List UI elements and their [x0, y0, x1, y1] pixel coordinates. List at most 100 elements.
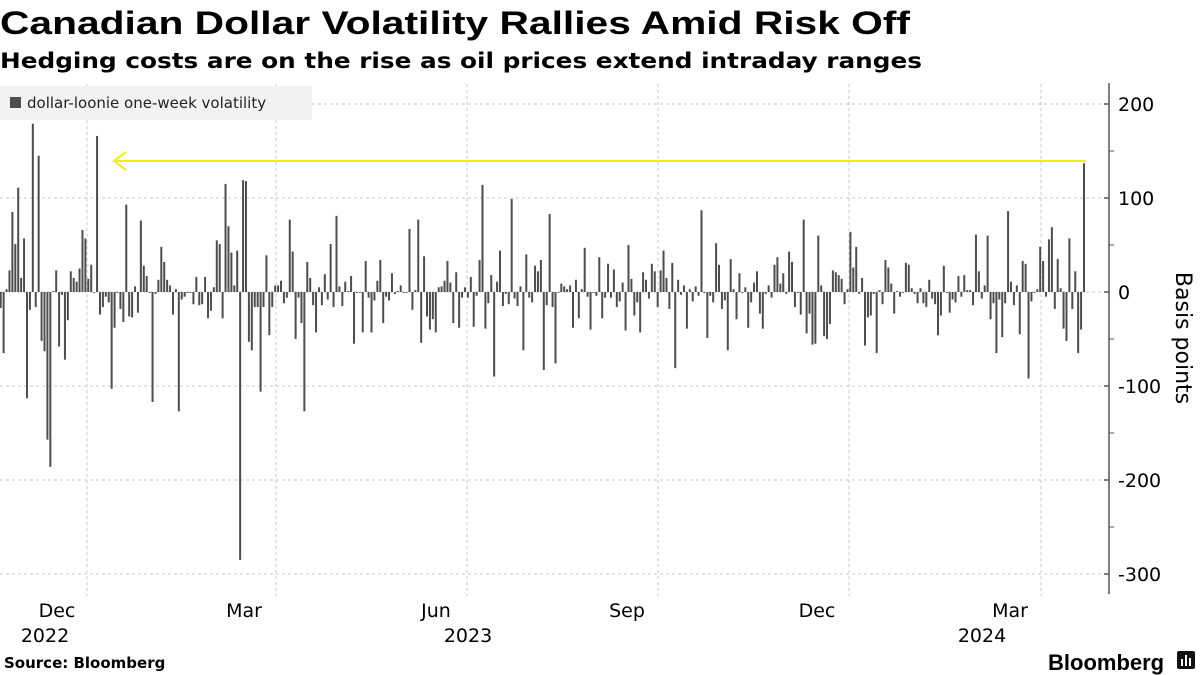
bar [355, 292, 358, 293]
bar [834, 272, 837, 292]
bar [399, 285, 402, 292]
y-tick-label: 0 [1118, 282, 1130, 304]
bar [113, 292, 116, 328]
bar [101, 292, 104, 308]
x-tick-month: Dec [39, 600, 76, 622]
bar [574, 279, 577, 292]
bar [52, 291, 55, 292]
bar [218, 244, 221, 292]
bar [186, 292, 189, 293]
bar [782, 273, 785, 292]
bar [20, 277, 23, 292]
bar [496, 281, 499, 292]
bar [557, 292, 560, 293]
bar [14, 244, 17, 292]
bar [440, 286, 443, 292]
bar [592, 292, 595, 293]
bar [458, 292, 461, 328]
bar [452, 292, 455, 324]
bar [928, 279, 931, 292]
bar [960, 292, 963, 297]
bar [361, 292, 364, 333]
bar [148, 292, 151, 293]
bar [128, 292, 131, 317]
bar [939, 292, 942, 316]
arrow-head-icon [112, 151, 127, 171]
bar [58, 292, 61, 347]
bar [1077, 292, 1080, 354]
bar [831, 270, 834, 292]
bar [732, 289, 735, 292]
bar [642, 272, 645, 292]
bar [17, 187, 20, 292]
bar [163, 261, 166, 292]
bar [385, 292, 388, 297]
bar [2, 292, 5, 354]
bar [207, 292, 210, 319]
bar [720, 292, 723, 309]
bar [1080, 292, 1083, 330]
bar [645, 279, 648, 292]
bar [93, 292, 96, 293]
bar [227, 226, 230, 292]
bar [890, 283, 893, 292]
bar [828, 292, 831, 324]
bar [528, 292, 531, 298]
bar [501, 292, 504, 307]
bar [548, 213, 551, 292]
bar [980, 292, 983, 299]
bar [755, 271, 758, 292]
bar [11, 212, 14, 292]
bar [379, 260, 382, 292]
bar [951, 292, 954, 300]
bar [826, 292, 829, 339]
bar [40, 292, 43, 341]
logo-text: Bloomberg [1048, 650, 1164, 675]
bar [306, 261, 309, 292]
bar [353, 292, 356, 344]
bar [487, 292, 490, 304]
x-tick-month: Mar [226, 600, 262, 622]
bar [665, 277, 668, 292]
bar [963, 275, 966, 292]
bar [621, 282, 624, 292]
bar [104, 292, 107, 297]
bar [142, 265, 145, 292]
bar [601, 292, 604, 319]
bar [469, 276, 472, 292]
bar [259, 292, 262, 392]
bar [107, 292, 110, 303]
bar [23, 238, 26, 292]
bar [563, 286, 566, 292]
bar [569, 285, 572, 292]
x-tick-month: Jun [420, 600, 451, 622]
bar [405, 292, 408, 293]
bar [534, 265, 537, 292]
bar [1010, 281, 1012, 292]
bar [247, 292, 250, 342]
bar [72, 277, 75, 292]
x-tick-month: Sep [609, 600, 645, 622]
bar [989, 292, 992, 320]
bar [992, 292, 995, 304]
x-tick-year: 2022 [21, 625, 69, 647]
bar [607, 263, 610, 292]
bar [25, 292, 28, 399]
bar [212, 287, 215, 292]
bar [934, 292, 937, 305]
bar [344, 281, 347, 292]
bar [791, 261, 794, 292]
bar [373, 292, 376, 301]
bar [224, 183, 227, 292]
bar [320, 292, 323, 306]
bar [823, 292, 826, 337]
bar [793, 292, 796, 308]
bar [303, 292, 306, 412]
bar [46, 292, 49, 440]
bar [852, 267, 855, 292]
bar [1012, 292, 1015, 306]
bar [49, 292, 52, 467]
bar [931, 292, 934, 299]
bar [1065, 292, 1068, 341]
bar [66, 292, 69, 321]
